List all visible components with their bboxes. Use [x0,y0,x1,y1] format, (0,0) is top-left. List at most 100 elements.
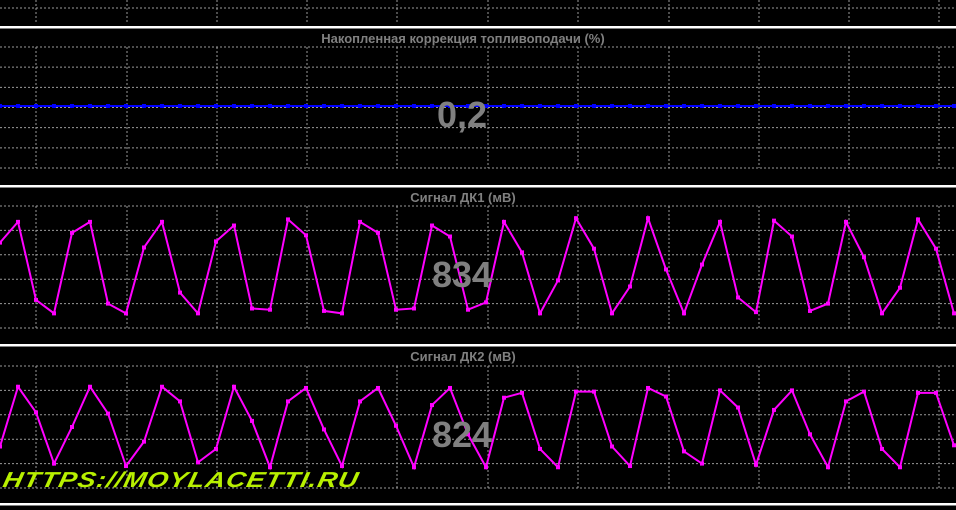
data-point [952,104,956,108]
data-point [268,104,272,108]
series-line [0,214,955,317]
data-point [628,284,632,289]
data-point [250,104,254,108]
data-point [214,239,218,244]
data-point [340,464,344,469]
data-point [322,308,326,313]
data-point [304,385,308,390]
data-point [34,104,38,108]
data-point [358,104,362,108]
data-point [88,219,92,224]
data-point [682,104,686,108]
data-point [484,300,488,305]
data-point [142,104,146,108]
data-point [466,104,470,108]
data-point [142,439,146,444]
data-point [754,462,758,467]
data-point [0,240,2,245]
data-point [664,104,668,108]
data-point [196,460,200,465]
data-point [934,390,938,395]
data-point [448,104,452,108]
data-point [358,399,362,404]
data-point [682,311,686,316]
data-point [16,104,20,108]
fuel-trim-value: 0,2 [436,94,488,135]
data-point [934,104,938,108]
data-point [538,446,542,451]
data-point [322,104,326,108]
data-point [880,446,884,451]
panel-separator [0,344,956,346]
data-point [16,219,20,224]
data-point [304,233,308,238]
data-point [790,234,794,239]
data-point [286,104,290,108]
data-point [0,104,2,108]
data-point [772,104,776,108]
watermark: HTTPS://MOYLACETTI.RU [0,468,362,492]
data-point [556,465,560,470]
data-point [160,384,164,389]
data-point [430,104,434,108]
panel-separator [0,26,956,28]
data-point [52,461,56,466]
data-point [52,104,56,108]
data-point [0,444,2,449]
data-point [736,405,740,410]
data-point [340,311,344,316]
data-point [754,310,758,315]
data-point [592,246,596,251]
data-point [178,290,182,295]
data-point [916,104,920,108]
data-point [196,311,200,316]
data-point [232,384,236,389]
data-point [592,104,596,108]
data-point [898,104,902,108]
data-point [574,389,578,394]
data-point [142,245,146,250]
data-point [538,104,542,108]
series-line [0,384,955,471]
data-point [916,217,920,222]
data-point [556,278,560,283]
data-point [376,230,380,235]
data-point [610,311,614,316]
data-point [862,104,866,108]
data-point [178,399,182,404]
data-point [826,301,830,306]
data-point [556,104,560,108]
data-point [844,399,848,404]
data-point [502,104,506,108]
data-point [862,389,866,394]
data-point [844,219,848,224]
fuel-trim-title: Накопленная коррекция топливоподачи (%) [321,31,605,46]
panel-separator [0,185,956,187]
data-point [448,385,452,390]
o2-sensor-2-title: Сигнал ДК2 (мВ) [410,349,516,364]
data-point [250,306,254,311]
data-point [466,432,470,437]
panel-separator [0,346,956,347]
data-point [862,255,866,260]
data-point [34,297,38,302]
data-point [664,267,668,272]
data-point [610,444,614,449]
data-point [304,104,308,108]
data-point [808,432,812,437]
data-point [664,394,668,399]
data-point [736,295,740,300]
data-point [52,311,56,316]
data-point [520,250,524,255]
data-point [34,410,38,415]
data-point [790,388,794,393]
data-point [286,217,290,222]
o2-sensor-2-value: 824 [431,414,493,455]
data-point [502,395,506,400]
data-point [700,262,704,267]
data-point [772,218,776,223]
data-point [736,104,740,108]
data-point [394,307,398,312]
panel-separator [0,187,956,188]
data-point [880,311,884,316]
